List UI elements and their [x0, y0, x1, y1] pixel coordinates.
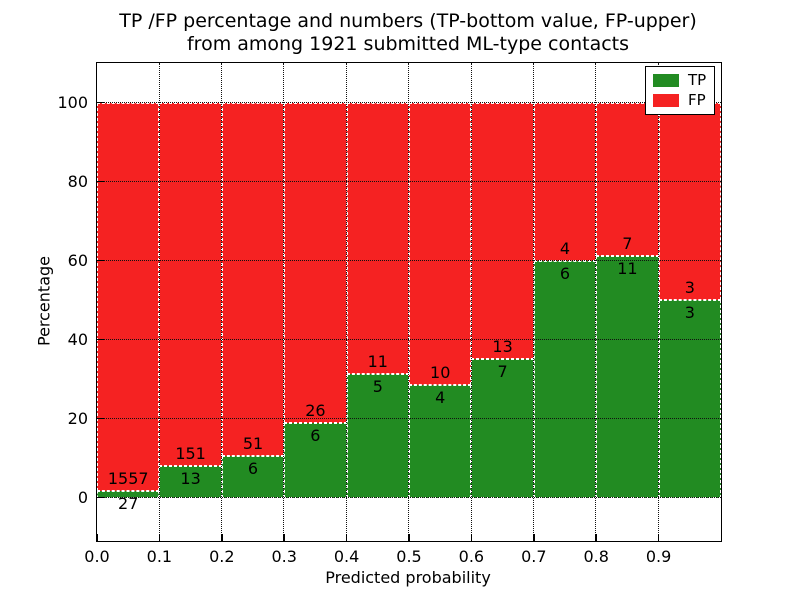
- x-tick-0.6: [470, 534, 473, 541]
- v-gridline-0.8: [595, 63, 597, 541]
- fp-count-label-3: 26: [305, 401, 326, 421]
- fp-count-label-1: 151: [175, 444, 206, 464]
- y-tick-80: [97, 180, 104, 183]
- x-tick-0.1: [158, 534, 161, 541]
- x-tick-0.3: [283, 534, 285, 541]
- tp-legend-swatch: [653, 74, 679, 87]
- tp-count-label-3: 6: [310, 426, 321, 446]
- fp-count-label-4: 11: [367, 352, 388, 372]
- fp-count-label-0: 1557: [107, 468, 149, 488]
- x-tick-label-0.0: 0.0: [84, 547, 110, 566]
- v-gridline-0.2: [221, 63, 222, 541]
- x-tick-0.7: [533, 534, 535, 541]
- bar-segment-tp-6: [471, 359, 534, 498]
- v-gridline-0.4: [345, 63, 347, 541]
- v-gridline-0.3: [283, 63, 285, 541]
- tp-count-label-6: 7: [497, 362, 508, 382]
- v-gridline-0.9: [657, 63, 659, 541]
- bar-segment-fp-2: [221, 102, 285, 456]
- tp-count-label-8: 11: [617, 259, 638, 279]
- legend-item-tp: TP: [653, 73, 708, 88]
- x-tick-label-0.3: 0.3: [271, 547, 297, 566]
- x-tick-label-0.7: 0.7: [521, 547, 547, 566]
- x-axis-label: Predicted probability: [325, 568, 491, 587]
- chart-title-line1: TP /FP percentage and numbers (TP-bottom…: [119, 10, 697, 32]
- y-tick-0: [97, 496, 104, 499]
- fp-legend-swatch: [653, 94, 679, 107]
- y-tick-20: [97, 417, 104, 420]
- x-tick-0.8: [595, 534, 597, 541]
- tp-count-label-1: 13: [180, 469, 201, 489]
- fp-legend-label: FP: [688, 91, 706, 109]
- y-tick-label-40: 40: [67, 329, 88, 349]
- y-tick-label-0: 0: [77, 487, 88, 507]
- bar-segment-tp-7: [533, 260, 597, 498]
- x-tick-0.2: [221, 534, 223, 541]
- fp-count-label-5: 10: [430, 362, 451, 382]
- x-tick-0.9: [657, 534, 660, 541]
- y-tick-label-80: 80: [67, 171, 88, 191]
- v-gridline-0.6: [470, 63, 472, 541]
- fp-count-label-2: 51: [242, 433, 264, 453]
- tp-legend-label: TP: [688, 71, 707, 89]
- chart-title-line2: from among 1921 submitted ML-type contac…: [186, 33, 630, 55]
- y-tick-label-60: 60: [67, 250, 88, 270]
- x-tick-label-0.8: 0.8: [583, 547, 609, 566]
- bar-segment-fp-4: [346, 102, 409, 375]
- tp-count-label-2: 6: [247, 458, 259, 478]
- legend: TP FP: [645, 66, 715, 115]
- x-tick-label-0.4: 0.4: [333, 547, 360, 566]
- bar-segment-fp-3: [284, 102, 347, 424]
- x-tick-label-0.9: 0.9: [645, 547, 672, 566]
- tp-count-label-7: 6: [559, 263, 571, 283]
- bar-segment-tp-9: [658, 300, 721, 498]
- bar-segment-fp-6: [471, 102, 534, 360]
- y-tick-label-20: 20: [67, 408, 88, 428]
- plot-area: 0 20 40 60 80 100 0.0 0.1 0.2 0.3 0.4 0.5 0.6 0.7 0.8 0…: [57, 62, 722, 565]
- bar-segment-fp-9: [658, 102, 721, 301]
- bar-segment-fp-0: [97, 102, 160, 491]
- x-tick-0.4: [345, 534, 348, 541]
- y-tick-60: [97, 259, 104, 262]
- v-gridline-0.1: [158, 63, 160, 541]
- tp-count-label-9: 3: [684, 303, 695, 323]
- tp-count-label-5: 4: [435, 387, 446, 407]
- v-gridline-0.7: [533, 63, 534, 541]
- x-tick-0.5: [408, 534, 410, 541]
- x-tick-label-0.2: 0.2: [209, 547, 235, 566]
- x-tick-label-0.5: 0.5: [396, 547, 422, 566]
- fp-count-label-8: 7: [622, 234, 633, 254]
- y-tick-40: [97, 338, 104, 341]
- x-tick-0.0: [96, 534, 98, 541]
- fp-count-label-9: 3: [684, 278, 695, 298]
- y-tick-label-100: 100: [57, 92, 88, 112]
- v-gridline-0.5: [408, 63, 410, 541]
- fp-count-label-6: 13: [492, 337, 513, 357]
- bar-segment-fp-8: [596, 102, 659, 257]
- fp-count-label-7: 4: [559, 238, 571, 258]
- x-tick-label-0.6: 0.6: [458, 547, 485, 566]
- legend-item-fp: FP: [653, 93, 708, 108]
- chart-title: TP /FP percentage and numbers (TP-bottom…: [96, 10, 720, 56]
- bar-segment-fp-1: [159, 102, 222, 467]
- x-tick-label-0.1: 0.1: [146, 547, 173, 566]
- bar-segment-tp-8: [596, 256, 659, 498]
- y-tick-100: [97, 101, 104, 104]
- tp-count-label-0: 27: [118, 493, 139, 513]
- bar-segment-fp-5: [409, 102, 472, 385]
- tp-count-label-4: 5: [372, 377, 383, 397]
